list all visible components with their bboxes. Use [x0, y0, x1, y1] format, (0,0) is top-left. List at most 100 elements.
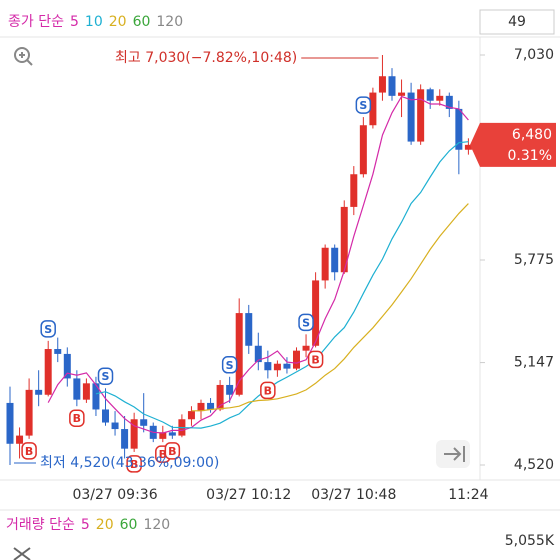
- candle-body: [321, 247, 329, 281]
- candle-body: [388, 76, 396, 96]
- candle-body: [273, 363, 281, 371]
- candle-body: [369, 92, 377, 126]
- candle-body: [426, 89, 434, 101]
- candle-body: [245, 313, 253, 346]
- candle-body: [130, 419, 138, 449]
- period-box[interactable]: [479, 9, 555, 35]
- signal-marker: [69, 409, 85, 427]
- candle-body: [436, 95, 444, 101]
- x-tick-label: 03/27 10:48: [311, 487, 396, 503]
- candle-body: [207, 402, 215, 410]
- candle-body: [350, 174, 358, 207]
- ma-line: [191, 203, 469, 412]
- signal-label: S: [302, 316, 310, 329]
- signal-marker: [164, 442, 181, 460]
- last-price-label: 6,480: [512, 127, 552, 143]
- candle-body: [197, 402, 205, 412]
- jump-icon[interactable]: [436, 440, 470, 468]
- candle-body: [283, 363, 291, 369]
- signal-marker: [307, 350, 324, 369]
- candle-body: [35, 389, 43, 395]
- period-value[interactable]: 49: [508, 14, 526, 30]
- signal-marker: [260, 381, 276, 400]
- candle-body: [82, 383, 90, 400]
- candle-body: [331, 247, 339, 273]
- volume-legend-item: 20: [96, 517, 114, 533]
- high-annotation: 최고 7,030(−7.82%,10:48): [115, 50, 297, 66]
- candle-body: [6, 402, 14, 444]
- candle-body: [187, 411, 195, 420]
- candle-body: [25, 389, 33, 436]
- signal-label: S: [102, 370, 110, 383]
- signal-marker: [126, 455, 142, 473]
- candle-body: [235, 313, 243, 395]
- signal-marker: [221, 356, 238, 374]
- candle-body: [254, 345, 262, 363]
- candle-body: [407, 92, 415, 142]
- candle-body: [455, 108, 463, 150]
- signal-marker: [40, 320, 56, 338]
- candle-body: [44, 349, 52, 395]
- signal-marker: [355, 96, 372, 114]
- candle-body: [140, 419, 148, 426]
- signal-marker: [21, 442, 37, 460]
- signal-label: S: [44, 323, 52, 336]
- ma-line: [95, 141, 469, 429]
- signal-marker: [298, 313, 314, 332]
- low-annotation: 최저 4,520(43.36%,09:00): [40, 455, 219, 471]
- x-tick-label: 03/27 09:36: [72, 487, 157, 503]
- volume-legend-item: 5: [81, 517, 90, 533]
- legend-item: 20: [109, 14, 127, 30]
- candle-body: [464, 144, 472, 150]
- candle-body: [226, 384, 234, 395]
- candle-body: [302, 345, 310, 351]
- y-tick-label: 4,520: [514, 457, 554, 473]
- last-price-box: [470, 122, 556, 167]
- y-tick-label: 5,775: [514, 252, 554, 268]
- candle-body: [159, 432, 167, 439]
- signal-label: B: [311, 353, 319, 366]
- legend-item: 60: [133, 14, 151, 30]
- legend-item: 120: [156, 14, 183, 30]
- candle-body: [168, 432, 176, 436]
- volume-title: 거래량 단순: [6, 517, 75, 533]
- volume-legend-item: 120: [143, 517, 170, 533]
- signal-label: B: [130, 458, 138, 471]
- candle-body: [73, 378, 81, 400]
- signal-label: B: [73, 412, 81, 425]
- legend-item: 5: [70, 14, 79, 30]
- volume-max: 5,055K: [505, 533, 555, 549]
- candle-body: [63, 353, 71, 379]
- close-icon[interactable]: [13, 547, 31, 560]
- candle-body: [16, 435, 24, 444]
- x-tick-label: 03/27 10:12: [206, 487, 291, 503]
- candle-body: [121, 429, 129, 449]
- zoom-icon[interactable]: [14, 47, 33, 66]
- candle-body: [417, 89, 425, 142]
- chart-title: 종가 단순: [8, 14, 64, 30]
- x-tick-label: 11:24: [448, 487, 488, 503]
- candle-body: [216, 384, 224, 410]
- signal-marker: [97, 367, 114, 385]
- candle-body: [111, 422, 119, 430]
- y-tick-label: 5,147: [514, 355, 554, 371]
- candle-body: [312, 280, 320, 346]
- candle-body: [445, 95, 453, 109]
- signal-label: S: [359, 99, 367, 112]
- ma-line: [47, 95, 469, 434]
- candle-body: [398, 92, 406, 96]
- signal-label: B: [168, 445, 176, 458]
- signal-label: B: [25, 445, 33, 458]
- candle-body: [102, 409, 109, 423]
- signal-label: S: [226, 359, 234, 372]
- legend-item: 10: [85, 14, 103, 30]
- signal-label: B: [159, 448, 167, 461]
- last-change-label: 0.31%: [508, 148, 552, 164]
- candle-body: [293, 350, 300, 369]
- candle-body: [340, 206, 348, 273]
- candle-body: [92, 383, 100, 410]
- candle-body: [54, 349, 62, 354]
- y-tick-label: 7,030: [514, 47, 554, 63]
